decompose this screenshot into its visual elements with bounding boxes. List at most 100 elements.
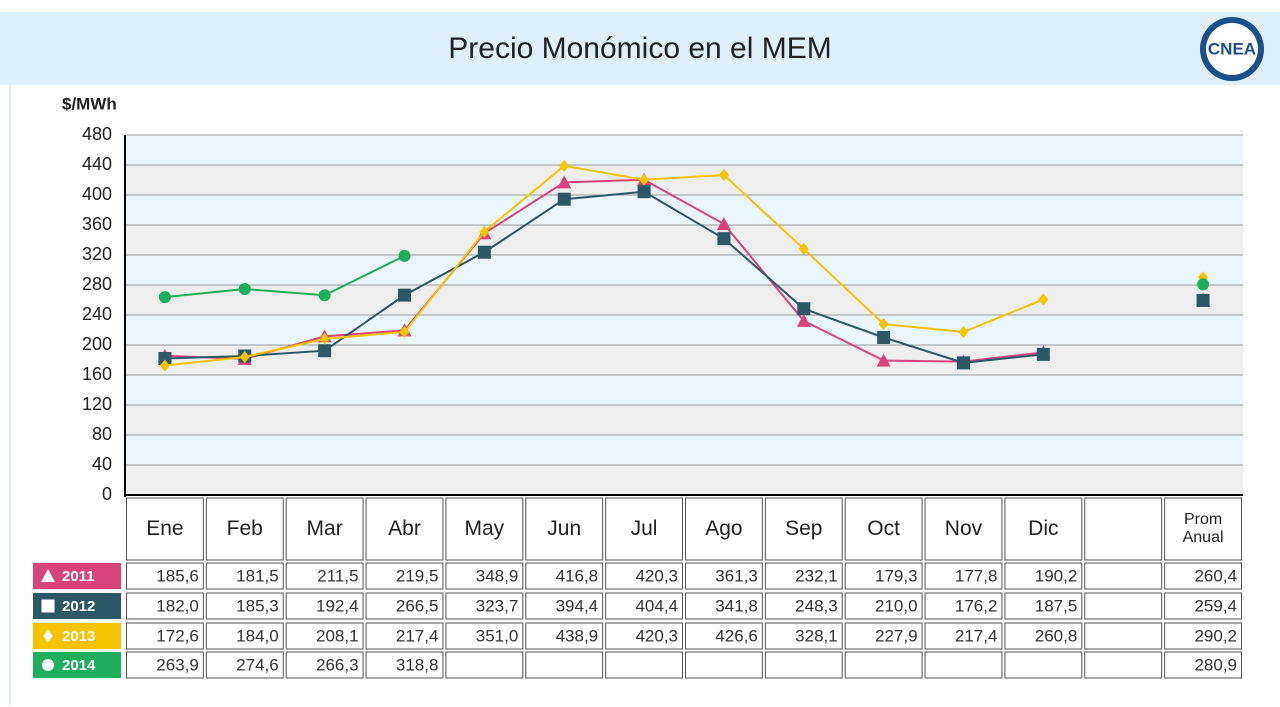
table-value: 420,3 [635, 566, 678, 585]
grid-band [125, 405, 1243, 435]
table-cell [844, 562, 923, 590]
x-tick-label: Abr [388, 517, 421, 540]
table-cell [445, 651, 524, 679]
legend-marker [41, 569, 55, 582]
x-tick-label: Oct [867, 517, 900, 540]
table-cell [924, 651, 1003, 679]
table-cell [1004, 562, 1083, 590]
table-cell [685, 651, 763, 679]
marker-square [637, 185, 651, 199]
chart-title: Precio Monómico en el MEM [448, 32, 831, 65]
y-axis-label: $/MWh [62, 94, 117, 113]
table-cell [1164, 562, 1242, 590]
header-label-box: Ago [705, 517, 743, 540]
marker-square [477, 245, 491, 259]
table-cell [365, 622, 444, 650]
marker-circle [398, 249, 411, 262]
table-value: 248,3 [795, 596, 838, 615]
table-value: 394,4 [556, 596, 599, 615]
marker-triangle [876, 353, 891, 367]
table-cell [924, 562, 1003, 590]
table-header-cell [365, 497, 444, 561]
x-tick-label: Mar [306, 517, 343, 540]
table-header-cell [1084, 497, 1163, 561]
table-value: 211,5 [317, 566, 358, 585]
table-value: 416,8 [556, 566, 599, 585]
marker-square [717, 232, 731, 246]
table-value: 280,9 [1194, 655, 1237, 674]
x-tick-label: Nov [944, 517, 983, 540]
header-label-box: Prom Anual [1182, 511, 1224, 546]
marker-diamond [798, 242, 809, 255]
legend-marker [42, 659, 54, 671]
grid-band [125, 225, 1243, 255]
marker-diamond [159, 359, 170, 372]
y-tick-label: 200 [82, 334, 112, 354]
header-label-box: Feb [226, 517, 263, 540]
grid-band [125, 135, 1243, 165]
marker-diamond [399, 325, 410, 338]
table-header-cell [924, 497, 1003, 561]
table-cell [365, 651, 444, 679]
table-cell [365, 562, 444, 590]
table-header-cell [285, 497, 364, 561]
table-cell [844, 651, 923, 679]
table-cell [764, 562, 843, 590]
table-value: 438,9 [556, 626, 599, 645]
header-label-box: Ene [146, 517, 184, 540]
marker-square [318, 344, 332, 358]
table-value: 341,8 [715, 596, 758, 615]
marker-diamond [319, 332, 330, 345]
table-value: 176,2 [955, 596, 998, 615]
legend-label: 2012 [62, 598, 95, 615]
table-value: 181,5 [236, 566, 279, 585]
table-header-cell [685, 497, 763, 561]
table-cell [285, 562, 364, 590]
x-tick-label: Prom Anual [1182, 511, 1224, 546]
x-tick-label: Jun [547, 517, 582, 540]
table-cell [126, 562, 204, 590]
x-tick-label: Ago [705, 517, 743, 540]
y-tick-label: 440 [82, 154, 112, 174]
table-value: 190,2 [1035, 566, 1078, 585]
table-cell [605, 651, 684, 679]
marker-circle [1197, 278, 1210, 291]
table-value: 266,5 [396, 596, 439, 615]
marker-triangle [716, 217, 731, 231]
grid-band [125, 345, 1243, 375]
x-tick-label: Sep [785, 517, 823, 540]
legend-marker [41, 599, 55, 613]
legend-marker [43, 630, 53, 642]
table-cell [1084, 592, 1163, 620]
y-tick-label: 320 [82, 244, 112, 264]
x-tick-label: Feb [226, 517, 263, 540]
legend-label: 2011 [62, 568, 95, 585]
table-cell [126, 622, 204, 650]
table-cell [764, 592, 843, 620]
table-cell [126, 651, 204, 679]
x-tick-label: Ene [146, 517, 184, 540]
x-tick-label: Dic [1028, 517, 1059, 540]
table-header-cell [1164, 497, 1242, 561]
marker-diamond [958, 325, 969, 338]
table-cell [525, 592, 604, 620]
table-value: 172,6 [156, 626, 199, 645]
marker-diamond [718, 169, 729, 182]
table-cell [844, 622, 923, 650]
table-cell [685, 562, 763, 590]
y-tick-label: 80 [92, 424, 112, 444]
y-tick-label: 360 [82, 214, 112, 234]
table-cell [205, 592, 284, 620]
table-value: 290,2 [1194, 626, 1237, 645]
header-label-box: Sep [785, 517, 823, 540]
table-value: 187,5 [1035, 596, 1078, 615]
table-cell [1164, 622, 1242, 650]
table-value: 361,3 [715, 566, 758, 585]
table-value: 227,9 [875, 626, 918, 645]
table-value: 420,3 [635, 626, 678, 645]
table-value: 260,4 [1194, 566, 1237, 585]
header-label-box: Dic [1028, 517, 1059, 540]
grid-band [125, 375, 1243, 405]
table-cell [1004, 592, 1083, 620]
table-cell [126, 592, 204, 620]
